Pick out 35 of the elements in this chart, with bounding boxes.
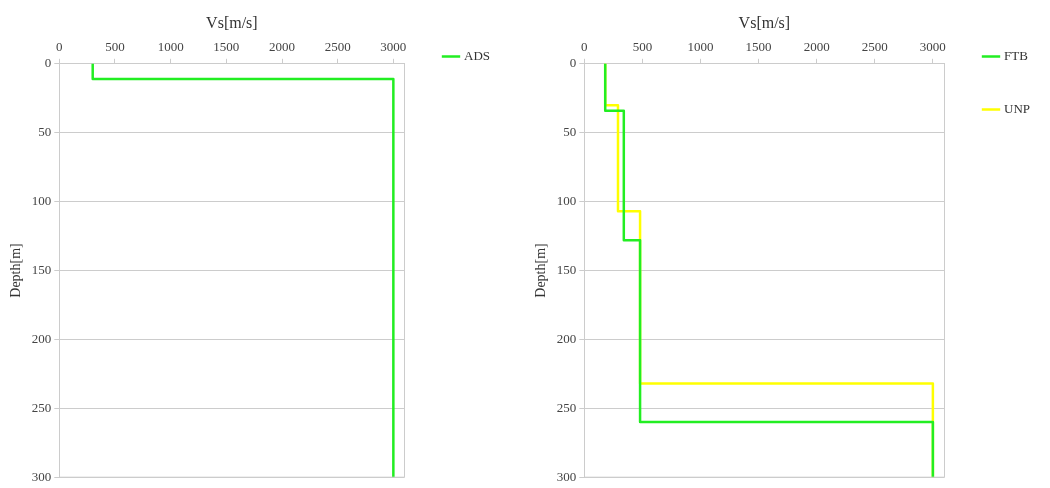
x-tick-label: 500 [105, 39, 125, 55]
x-tick-label: 1000 [687, 39, 714, 55]
x-tick-label: 2000 [269, 39, 296, 55]
x-tick-label: 2000 [803, 39, 830, 55]
x-tick-label: 0 [56, 39, 63, 55]
y-tick-label: 150 [31, 261, 52, 277]
x-axis-title: Vs[m/s] [738, 13, 791, 31]
y-tick-label: 50 [563, 124, 577, 140]
y-tick-label: 100 [31, 193, 52, 209]
legend-label: UNP [1003, 100, 1031, 116]
y-axis-title: Depth[m] [533, 243, 549, 298]
x-axis-title: Vs[m/s] [206, 13, 258, 31]
x-tick-label: 2500 [861, 39, 888, 55]
x-tick-label: 3000 [919, 39, 946, 55]
y-tick-label: 150 [556, 261, 577, 277]
y-axis-title: Depth[m] [8, 243, 24, 298]
x-tick-label: 1000 [157, 39, 184, 55]
x-tick-label: 500 [632, 39, 653, 55]
legend-label: FTB [1003, 47, 1029, 63]
x-tick-label: 1500 [213, 39, 240, 55]
y-tick-label: 250 [31, 399, 52, 415]
y-tick-label: 50 [38, 124, 52, 140]
y-tick-label: 250 [556, 399, 577, 415]
y-tick-label: 200 [556, 330, 577, 346]
x-tick-label: 1500 [745, 39, 772, 55]
y-tick-label: 0 [44, 55, 52, 71]
y-tick-label: 300 [31, 468, 52, 484]
legend-label: ADS [463, 47, 491, 63]
x-tick-label: 3000 [380, 39, 407, 55]
y-tick-label: 0 [569, 55, 577, 71]
y-tick-label: 300 [556, 468, 577, 484]
y-tick-label: 100 [556, 193, 577, 209]
y-tick-label: 200 [31, 330, 52, 346]
x-tick-label: 0 [581, 39, 588, 55]
x-tick-label: 2500 [324, 39, 351, 55]
